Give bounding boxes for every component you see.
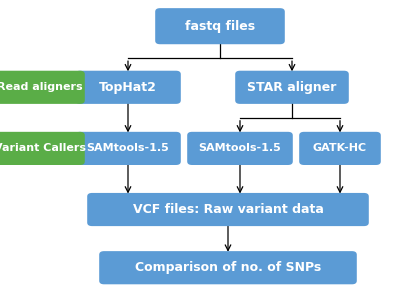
FancyBboxPatch shape [99,251,357,284]
FancyBboxPatch shape [235,71,349,104]
Text: STAR aligner: STAR aligner [247,81,337,94]
Text: fastq files: fastq files [185,20,255,33]
Text: VCF files: Raw variant data: VCF files: Raw variant data [132,203,324,216]
Text: Comparison of no. of SNPs: Comparison of no. of SNPs [135,261,321,274]
Text: TopHat2: TopHat2 [99,81,157,94]
FancyBboxPatch shape [299,132,381,165]
FancyBboxPatch shape [187,132,293,165]
FancyBboxPatch shape [75,71,181,104]
FancyBboxPatch shape [87,193,369,226]
FancyBboxPatch shape [155,8,285,44]
Text: GATK-HC: GATK-HC [313,143,367,153]
Text: SAMtools-1.5: SAMtools-1.5 [87,143,169,153]
Text: SAMtools-1.5: SAMtools-1.5 [199,143,281,153]
Text: Read aligners: Read aligners [0,82,83,92]
FancyBboxPatch shape [0,132,85,165]
Text: Variant Callers: Variant Callers [0,143,86,153]
FancyBboxPatch shape [75,132,181,165]
FancyBboxPatch shape [0,71,85,104]
